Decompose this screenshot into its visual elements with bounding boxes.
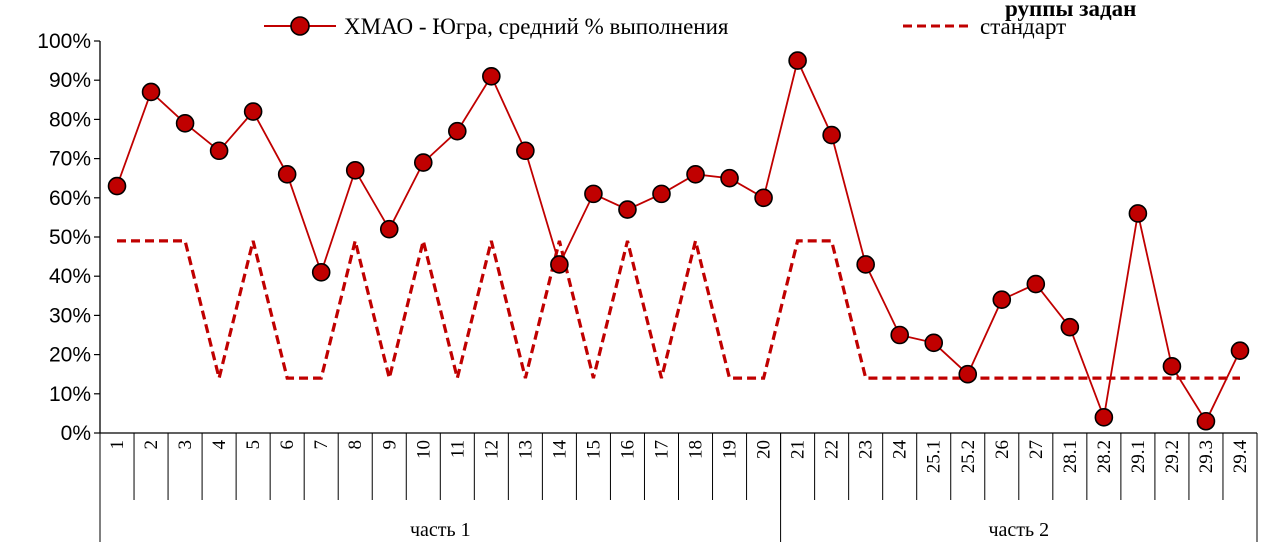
y-tick-label: 60% [49, 187, 91, 210]
x-tick-label: 5 [243, 440, 264, 450]
x-tick-label: 20 [754, 440, 775, 459]
chart-title: руппы задан [1005, 0, 1136, 21]
series-main-point [618, 200, 637, 219]
series-main-point [856, 255, 875, 274]
x-tick-label: 25.2 [958, 440, 979, 473]
series-main-point [1094, 408, 1114, 427]
x-tick-label: 26 [992, 440, 1013, 459]
x-tick-label: 13 [515, 440, 536, 459]
y-tick-label: 90% [49, 69, 91, 92]
y-tick-label: 20% [49, 344, 91, 367]
x-tick-label: 9 [379, 440, 400, 450]
series-main-point [107, 176, 127, 196]
series-main-line [116, 57, 1241, 424]
x-group-label: часть 2 [988, 519, 1049, 541]
x-tick-label: 29.4 [1230, 440, 1251, 474]
y-tick-label: 50% [49, 226, 91, 249]
series-main-point [720, 168, 739, 188]
legend: ХМАО - Югра, средний % выполнения станда… [264, 14, 1066, 39]
y-tick-label: 0% [61, 422, 91, 445]
x-tick-label: 28.2 [1094, 440, 1115, 473]
x-tick-label: 11 [447, 440, 468, 458]
x-tick-label: 25.1 [924, 440, 945, 473]
series-main-point [822, 125, 841, 145]
series-main-point [754, 188, 773, 208]
series-main-point [413, 153, 433, 172]
series-main-point [992, 290, 1012, 310]
series-main-point [209, 141, 229, 161]
series-main-point [890, 325, 909, 345]
series-main-point [243, 102, 263, 121]
x-tick-label: 27 [1026, 440, 1047, 459]
series-main-point [345, 161, 365, 180]
x-tick-label: 3 [175, 440, 196, 450]
series-main-point [1128, 204, 1148, 223]
series-main-point [1026, 274, 1046, 294]
y-tick-label: 80% [49, 108, 91, 131]
x-tick-label: 1 [107, 440, 128, 450]
series-main-point [311, 262, 331, 282]
legend-marker-series-1 [290, 16, 310, 36]
x-tick-label: 29.3 [1196, 440, 1217, 473]
series-main-point [1230, 341, 1250, 360]
x-tick-label: 6 [277, 440, 298, 450]
x-tick-label: 18 [686, 440, 707, 459]
y-tick-label: 70% [49, 148, 91, 171]
series-main-point [686, 164, 705, 184]
y-tick-label: 100% [37, 30, 91, 53]
series-main-point [277, 164, 297, 184]
x-tick-label: 4 [209, 440, 230, 450]
legend-label-series-2: стандарт [980, 14, 1066, 39]
x-tick-label: 2 [141, 440, 162, 450]
x-tick-label: 12 [481, 440, 502, 459]
x-tick-label: 29.2 [1162, 440, 1183, 473]
x-tick-label: 29.1 [1128, 440, 1149, 473]
x-tick-label: 24 [890, 440, 911, 460]
series-standard-line [117, 239, 1240, 380]
series-main-point [379, 219, 399, 239]
series-main-point [550, 255, 569, 274]
series-main-point [1162, 357, 1182, 376]
series-main-point [1196, 411, 1216, 431]
x-tick-label: 7 [311, 440, 332, 450]
x-tick-label: 14 [549, 440, 570, 460]
series-main-point [788, 51, 807, 70]
x-tick-label: 28.1 [1060, 440, 1081, 473]
series-main-point [924, 333, 944, 353]
series-main-point [482, 66, 501, 86]
series-main-point [1060, 317, 1080, 337]
y-tick-label: 40% [49, 265, 91, 288]
x-tick-label: 23 [856, 440, 877, 459]
legend-label-series-1: ХМАО - Югра, средний % выполнения [344, 14, 729, 39]
x-tick-label: 8 [345, 440, 366, 450]
y-tick-label: 10% [49, 383, 91, 406]
x-tick-label: 19 [720, 440, 741, 459]
x-group-label: часть 1 [410, 519, 471, 541]
y-tick-label: 30% [49, 304, 91, 327]
series-main-point [652, 184, 671, 204]
x-tick-label: 15 [583, 440, 604, 459]
series-main-point [584, 184, 603, 204]
x-tick-label: 22 [822, 440, 843, 459]
series-main-point [175, 114, 195, 133]
x-tick-label: 17 [651, 440, 672, 459]
series-main-point [448, 121, 467, 141]
series-main-point [516, 141, 535, 161]
x-tick-label: 16 [617, 440, 638, 459]
series-main-point [958, 364, 978, 384]
x-tick-label: 10 [413, 440, 434, 459]
x-tick-label: 21 [788, 440, 809, 459]
series-main-point [141, 82, 161, 102]
